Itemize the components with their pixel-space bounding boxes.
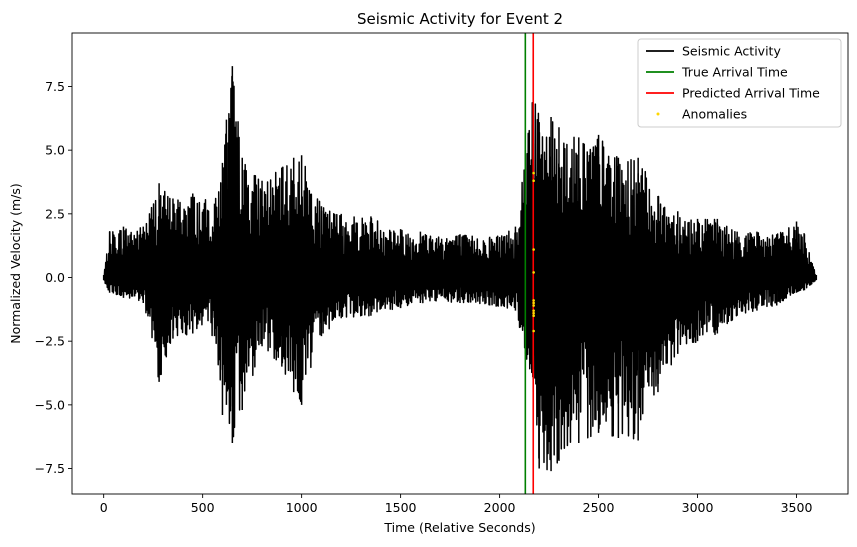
x-tick-label: 2500	[583, 500, 615, 515]
y-axis-title: Normalized Velocity (m/s)	[8, 183, 23, 344]
series-seismic-activity-peaks	[102, 53, 818, 472]
anomaly-point	[532, 271, 535, 274]
anomaly-point	[532, 179, 535, 183]
axes: 0 500 1000 1500 2000 2500 3000 3500 −7.5 −5.0 −2.5…	[35, 32, 849, 515]
legend: Seismic Activity True Arrival Time Predict…	[637, 38, 842, 128]
y-tick-label: −5.0	[35, 397, 65, 412]
y-tick-label: 0.0	[45, 270, 65, 285]
anomaly-point	[532, 309, 535, 312]
anomaly-point	[532, 301, 535, 305]
anomaly-point	[532, 299, 535, 302]
anomaly-point	[532, 329, 535, 333]
anomaly-point	[532, 171, 535, 175]
x-tick-label: 500	[191, 500, 215, 515]
y-tick-label: 7.5	[45, 79, 65, 94]
plot-frame	[71, 32, 849, 495]
anomaly-point	[532, 248, 535, 251]
x-axis-title: Time (Relative Seconds)	[383, 520, 535, 535]
y-tick-label: −7.5	[35, 461, 65, 476]
x-tick-label: 1000	[286, 500, 318, 515]
y-tick-label: −2.5	[35, 334, 65, 349]
x-tick-label: 2000	[484, 500, 516, 515]
legend-marker-anomalies	[656, 112, 660, 116]
x-tick-label: 3500	[781, 500, 813, 515]
plot-series-group	[102, 33, 818, 494]
legend-box	[637, 38, 842, 128]
x-tick-label: 3000	[682, 500, 714, 515]
y-tick-label: 2.5	[45, 206, 65, 221]
anomaly-point	[532, 311, 535, 315]
chart-title: Seismic Activity for Event 2	[357, 10, 563, 28]
y-tick-label: 5.0	[45, 143, 65, 158]
legend-label-predicted-arrival-time: Predicted Arrival Time	[682, 86, 820, 101]
plot-area	[102, 33, 818, 494]
anomaly-point	[532, 314, 535, 318]
x-tick-label: 0	[100, 500, 108, 515]
x-tick-label: 1500	[385, 500, 417, 515]
legend-label-anomalies: Anomalies	[682, 107, 747, 122]
anomaly-point	[532, 304, 535, 307]
legend-label-seismic-activity: Seismic Activity	[682, 44, 781, 59]
legend-label-true-arrival-time: True Arrival Time	[681, 65, 788, 80]
